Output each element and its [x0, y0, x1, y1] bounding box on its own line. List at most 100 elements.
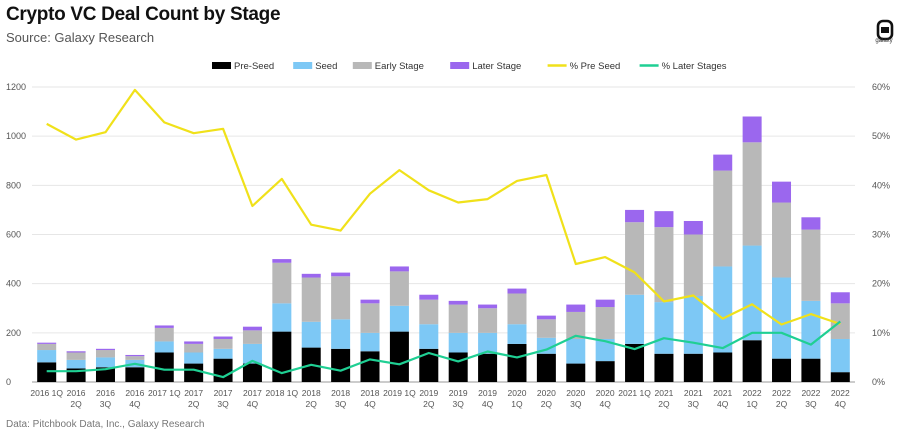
x-tick-label: 2Q	[658, 399, 670, 409]
legend-pre-seed-swatch	[212, 62, 231, 69]
bar-later-stage	[389, 266, 409, 272]
bar-early-stage	[801, 229, 821, 301]
x-tick-label: 2Q	[541, 399, 553, 409]
bar-pre-seed	[507, 343, 527, 382]
bar-seed	[66, 359, 86, 369]
x-tick-label: 2Q	[70, 399, 82, 409]
bar-seed	[184, 352, 204, 364]
bar-pre-seed	[772, 358, 792, 382]
bar-later-stage	[272, 259, 292, 263]
x-tick-label: 3Q	[570, 399, 582, 409]
x-tick-label: 2022	[831, 388, 850, 398]
bar-early-stage	[448, 304, 468, 333]
legend-later-stages: % Later Stages	[662, 61, 727, 72]
bar-early-stage	[184, 343, 204, 353]
y-tick-label: 1000	[6, 131, 26, 141]
x-tick-label: 2020	[508, 388, 527, 398]
bar-later-stage	[242, 326, 262, 331]
y2-tick-label: 20%	[872, 279, 890, 289]
bar-seed	[154, 341, 174, 353]
x-tick-label: 2016 1Q	[30, 388, 63, 398]
bar-pre-seed	[37, 362, 57, 382]
bar-early-stage	[830, 303, 850, 339]
bar-pre-seed	[683, 353, 703, 382]
legend-later-stage-swatch	[450, 62, 470, 69]
bar-later-stage	[125, 354, 145, 357]
bar-later-stage	[625, 209, 645, 223]
bar-seed	[478, 332, 498, 354]
bar-seed	[595, 338, 615, 362]
x-tick-label: 3Q	[805, 399, 817, 409]
bar-later-stage	[742, 116, 762, 143]
x-tick-label: 2021	[684, 388, 703, 398]
bar-pre-seed	[125, 367, 145, 382]
bar-seed	[742, 245, 762, 341]
bar-pre-seed	[419, 348, 439, 382]
bar-early-stage	[360, 303, 380, 333]
x-tick-label: 2022	[743, 388, 762, 398]
bar-later-stage	[154, 325, 174, 328]
bar-pre-seed	[448, 352, 468, 382]
bar-pre-seed	[713, 352, 733, 382]
bar-seed	[566, 338, 586, 364]
x-tick-label: 2018 1Q	[266, 388, 299, 398]
bar-later-stage	[683, 220, 703, 235]
bar-early-stage	[566, 311, 586, 339]
bar-early-stage	[683, 234, 703, 296]
y2-tick-label: 10%	[872, 328, 890, 338]
x-tick-label: 2017	[184, 388, 203, 398]
bar-pre-seed	[95, 367, 115, 382]
bar-later-stage	[536, 315, 556, 320]
bar-early-stage	[536, 319, 556, 338]
x-tick-label: 2020	[537, 388, 556, 398]
bar-later-stage	[654, 211, 674, 228]
x-tick-label: 2Q	[776, 399, 788, 409]
bar-pre-seed	[331, 348, 351, 382]
x-tick-label: 2021	[654, 388, 673, 398]
x-tick-label: 4Q	[364, 399, 376, 409]
bar-later-stage	[95, 348, 115, 351]
x-tick-label: 2019 1Q	[383, 388, 416, 398]
bar-pre-seed	[478, 353, 498, 382]
x-tick-label: 2022	[801, 388, 820, 398]
x-tick-label: 4Q	[599, 399, 611, 409]
bar-pre-seed	[566, 363, 586, 382]
x-tick-label: 2020	[596, 388, 615, 398]
x-tick-label: 2020	[566, 388, 585, 398]
x-tick-label: 2019	[449, 388, 468, 398]
x-tick-label: 4Q	[129, 399, 141, 409]
x-tick-label: 2017 1Q	[148, 388, 181, 398]
bar-later-stage	[419, 294, 439, 300]
bar-pre-seed	[625, 343, 645, 382]
y-tick-label: 400	[6, 279, 21, 289]
bar-early-stage	[154, 327, 174, 342]
bar-seed	[801, 300, 821, 359]
bar-pre-seed	[595, 361, 615, 382]
x-tick-label: 2019	[478, 388, 497, 398]
x-tick-label: 2022	[772, 388, 791, 398]
x-tick-label: 4Q	[717, 399, 729, 409]
bar-early-stage	[125, 356, 145, 360]
bar-later-stage	[595, 299, 615, 308]
x-tick-label: 3Q	[335, 399, 347, 409]
x-tick-label: 2021	[713, 388, 732, 398]
bar-pre-seed	[360, 351, 380, 382]
bar-pre-seed	[536, 353, 556, 382]
legend-seed-swatch	[293, 62, 313, 69]
bar-seed	[242, 343, 262, 364]
bar-later-stage	[507, 288, 527, 294]
bar-seed	[419, 324, 439, 349]
bar-seed	[213, 348, 233, 359]
x-tick-label: 2016	[125, 388, 144, 398]
bar-early-stage	[66, 352, 86, 360]
x-tick-label: 2Q	[423, 399, 435, 409]
bar-early-stage	[742, 142, 762, 246]
bar-early-stage	[242, 330, 262, 344]
x-tick-label: 1Q	[746, 399, 758, 409]
bar-early-stage	[331, 276, 351, 320]
x-tick-label: 2018	[302, 388, 321, 398]
bar-later-stage	[360, 299, 380, 304]
y2-tick-label: 40%	[872, 180, 890, 190]
legend-pre-seed: % Pre Seed	[570, 61, 621, 72]
